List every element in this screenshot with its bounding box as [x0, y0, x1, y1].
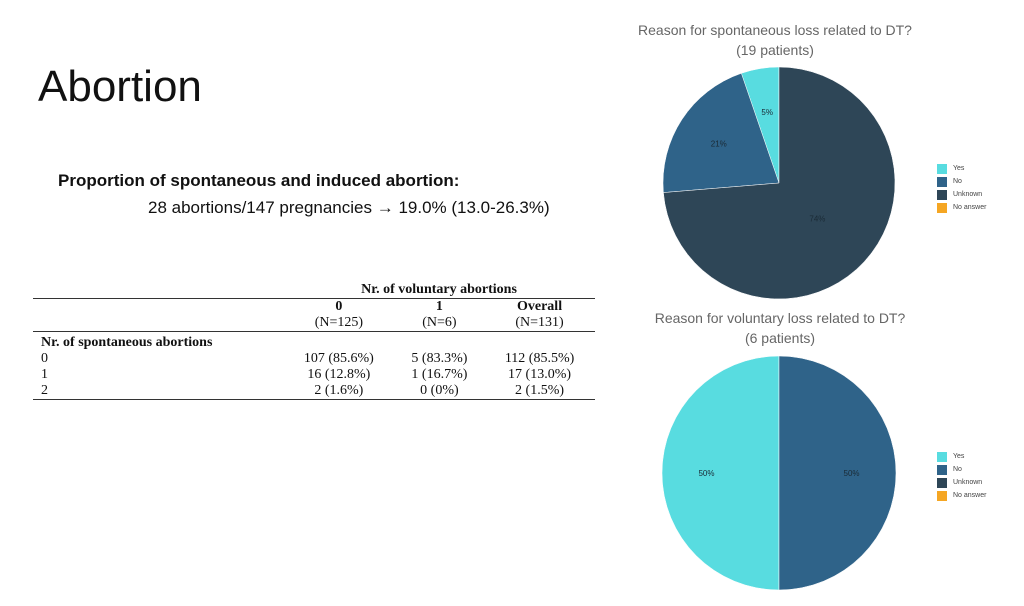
pie-data-label: 21%	[711, 140, 727, 149]
pie-data-label: 5%	[761, 108, 773, 117]
legend-swatch	[937, 490, 947, 501]
col-header: Overall	[516, 299, 563, 314]
legend-label: No	[953, 466, 962, 473]
col-header: 0	[335, 299, 343, 314]
legend-item: No answer	[937, 201, 986, 214]
chart2-title-block: Reason for voluntary loss related to DT?…	[580, 308, 980, 348]
row-group: Nr. of spontaneous abortions	[41, 335, 213, 350]
slide-title: Abortion	[38, 62, 202, 111]
chart1-subtitle: (19 patients)	[736, 42, 814, 58]
col-header: 1	[435, 299, 443, 314]
pie-slice-no	[662, 72, 780, 193]
chart1-title-block: Reason for spontaneous loss related to D…	[575, 20, 975, 60]
legend-label: Yes	[953, 453, 965, 460]
legend-item: Yes	[937, 450, 986, 463]
cell: 5 (83.3%)	[411, 351, 468, 366]
pie-data-label: 50%	[844, 469, 860, 478]
chart1-legend: Yes No Unknown No answer	[937, 162, 986, 214]
pie-slice-yes	[661, 355, 780, 591]
cell: 16 (12.8%)	[307, 367, 371, 382]
legend-label: Unknown	[953, 191, 983, 198]
legend-swatch	[937, 189, 947, 200]
col-n: (N=125)	[314, 315, 364, 330]
group-header: Nr. of voluntary abortions	[361, 282, 517, 297]
legend-item: Unknown	[937, 476, 986, 489]
pie-data-label: 74%	[809, 214, 825, 223]
cell: 17 (13.0%)	[508, 367, 572, 382]
legend-swatch	[937, 464, 947, 475]
cell: 2 (1.5%)	[515, 383, 565, 398]
chart1-title: Reason for spontaneous loss related to D…	[638, 22, 912, 38]
chart2-legend: Yes No Unknown No answer	[937, 450, 986, 502]
chart2-subtitle: (6 patients)	[744, 330, 816, 346]
col-n: (N=131)	[515, 315, 564, 330]
legend-swatch	[937, 176, 947, 187]
pie-slice-unknown	[663, 66, 896, 300]
row-label: 1	[41, 367, 48, 382]
legend-label: No answer	[953, 492, 987, 499]
row-label: 0	[41, 351, 48, 366]
legend-label: No	[953, 178, 962, 185]
table-row: 0 107 (85.6%) 5 (83.3%) 112 (85.5%)	[33, 351, 595, 367]
row-label: 2	[41, 383, 48, 398]
legend-item: Yes	[937, 162, 986, 175]
legend-label: No answer	[953, 204, 987, 211]
legend-label: Yes	[953, 165, 965, 172]
table-row: 1 16 (12.8%) 1 (16.7%) 17 (13.0%)	[33, 367, 595, 383]
table-row: 2 2 (1.6%) 0 (0%) 2 (1.5%)	[33, 383, 595, 400]
legend-swatch	[937, 163, 947, 174]
legend-item: Unknown	[937, 188, 986, 201]
legend-item: No	[937, 175, 986, 188]
pie-slice-no	[778, 355, 897, 591]
pie-data-label: 50%	[698, 469, 714, 478]
cell: 112 (85.5%)	[504, 351, 575, 366]
abortion-table: Nr. of voluntary abortions 0 1 Overall (…	[33, 282, 595, 400]
legend-swatch	[937, 451, 947, 462]
legend-swatch	[937, 477, 947, 488]
legend-item: No	[937, 463, 986, 476]
cell: 2 (1.6%)	[314, 383, 364, 398]
legend-item: No answer	[937, 489, 986, 502]
col-n: (N=6)	[422, 315, 457, 330]
summary-text: 28 abortions/147 pregnancies → 19.0% (13…	[148, 198, 550, 217]
cell: 107 (85.6%)	[303, 351, 374, 366]
chart2-title: Reason for voluntary loss related to DT?	[654, 310, 906, 326]
subtitle: Proportion of spontaneous and induced ab…	[58, 171, 460, 190]
legend-swatch	[937, 202, 947, 213]
cell: 1 (16.7%)	[411, 367, 468, 382]
legend-label: Unknown	[953, 479, 983, 486]
cell: 0 (0%)	[420, 383, 459, 398]
